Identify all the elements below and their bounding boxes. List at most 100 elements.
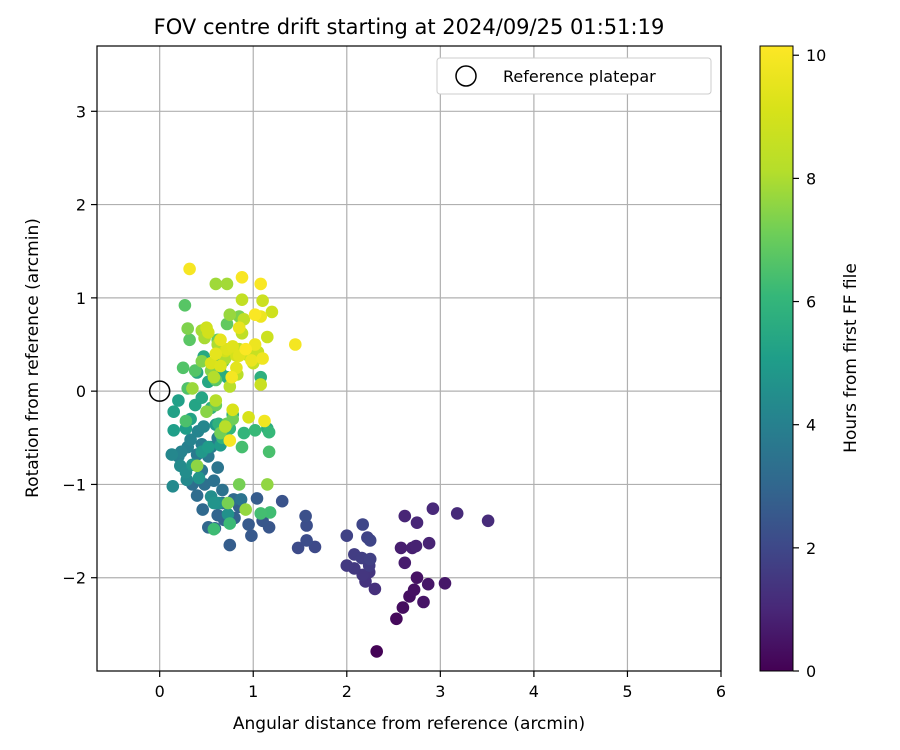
legend: Reference platepar [436,57,712,95]
data-point [184,433,197,447]
colorbar [759,45,794,672]
data-point [248,338,262,351]
data-point [242,411,255,424]
data-point [426,502,440,515]
x-tick-label: 3 [435,682,445,701]
data-point [262,425,276,439]
data-point [235,293,249,307]
data-point [242,518,255,531]
y-tick-label: −1 [62,475,86,494]
data-point [188,364,202,377]
data-point [166,480,180,493]
data-point [265,305,279,319]
y-tick-label: 0 [76,382,86,401]
data-point [207,496,221,510]
colorbar-label: Hours from first FF file [841,263,861,453]
data-point [234,493,248,506]
data-point [178,299,192,312]
data-point [225,370,238,384]
data-point [230,361,243,375]
data-point [396,601,410,614]
data-point [207,370,221,384]
legend-box [436,57,712,95]
data-point [209,394,223,407]
data-point [239,503,252,516]
data-point [181,322,194,335]
y-tick-label: 1 [76,289,86,308]
data-point [245,529,258,542]
data-point [235,440,249,454]
data-point [232,321,246,335]
x-tick-label: 6 [716,682,726,701]
data-point [421,577,435,591]
x-tick-label: 1 [248,682,258,701]
colorbar-tick-label: 10 [806,46,826,65]
data-point [195,391,209,405]
y-tick-label: −2 [62,569,86,588]
data-point [209,347,223,361]
data-point [299,509,312,523]
data-point [250,492,264,505]
data-point [254,277,267,291]
data-point [211,508,224,522]
data-point [196,503,209,516]
data-point [368,582,382,596]
x-tick-label: 2 [342,682,352,701]
y-tick-label: 2 [76,196,86,215]
data-point [183,333,196,347]
x-tick-label: 0 [155,682,165,701]
data-point [398,509,412,523]
colorbar-tick-label: 0 [806,662,816,681]
data-point [390,612,403,626]
data-point [223,538,237,552]
data-point [398,556,412,570]
data-point [167,405,180,419]
data-point [216,483,229,497]
data-point [261,478,274,491]
colorbar-tick-label: 4 [806,416,816,435]
data-point [207,522,221,536]
data-point [248,424,262,437]
data-point [245,354,258,367]
data-points [165,262,495,658]
data-point [226,403,239,417]
plot-frame [96,45,722,672]
data-point [235,271,249,284]
y-axis-label: Rotation from reference (arcmin) [23,218,43,498]
data-point [192,471,206,485]
data-point [223,308,237,322]
data-point [363,534,377,547]
data-point [226,340,239,353]
data-point [356,518,370,531]
data-point [214,333,227,347]
data-point [248,308,262,322]
data-point [410,571,424,584]
data-point [438,577,452,590]
data-point [289,338,302,351]
data-point [221,496,235,510]
data-point [232,478,246,491]
data-point [394,541,408,555]
data-point [186,382,199,395]
data-point [202,440,215,454]
data-point [190,489,204,502]
data-point [239,342,252,356]
data-point [220,277,234,291]
data-point [214,359,227,373]
data-point [263,506,277,519]
data-point [256,352,269,365]
y-tick-label: 3 [76,102,86,121]
data-point [211,461,224,474]
legend-label: Reference platepar [503,67,656,86]
data-point [340,529,354,542]
data-point [481,514,495,528]
colorbar-tick-label: 8 [806,169,816,188]
x-axis-ticks: 0 1 2 3 4 5 6 [155,671,726,701]
data-point [176,361,190,375]
colorbar-ticks: 0 2 4 6 8 10 [793,46,826,681]
data-point [183,262,196,276]
data-point [254,378,267,391]
reference-marker-group [148,380,171,402]
data-point [409,539,423,553]
